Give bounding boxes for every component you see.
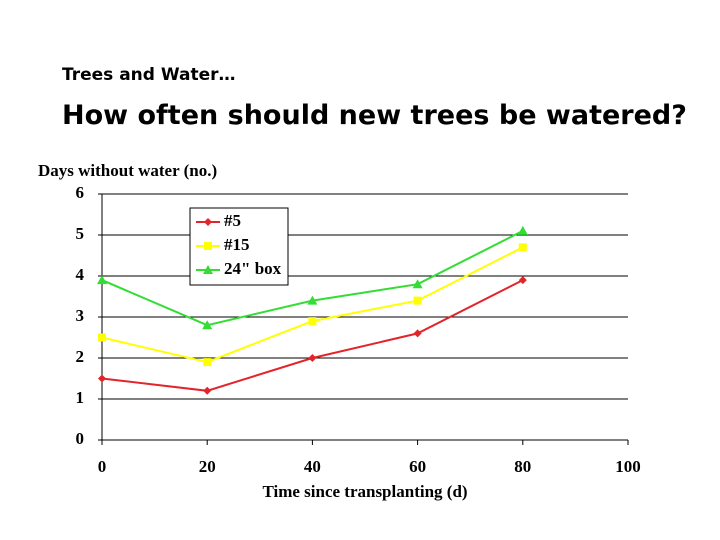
marker: [412, 279, 423, 289]
heading: How often should new trees be watered?: [62, 100, 687, 131]
legend-label: #5: [224, 211, 241, 230]
series-line: [101, 246, 524, 364]
x-tick-label: 0: [98, 457, 107, 476]
legend-label: 24" box: [224, 259, 282, 278]
x-tick-label: 100: [615, 457, 641, 476]
y-tick-label: 4: [76, 265, 85, 284]
marker: [203, 358, 212, 367]
marker: [517, 225, 528, 235]
marker: [98, 374, 106, 383]
y-tick-label: 0: [76, 429, 85, 448]
marker: [203, 265, 213, 274]
x-axis-label: Time since transplanting (d): [262, 482, 467, 501]
y-tick-label: 1: [76, 388, 85, 407]
marker: [518, 276, 527, 285]
marker: [413, 296, 422, 305]
marker: [203, 386, 212, 395]
x-tick-label: 60: [409, 457, 426, 476]
x-tick-label: 20: [199, 457, 216, 476]
y-axis-label: Days without water (no.): [38, 161, 217, 180]
x-tick-label: 40: [304, 457, 321, 476]
marker: [98, 333, 106, 342]
marker: [413, 329, 422, 338]
marker: [204, 242, 212, 250]
marker: [204, 218, 212, 226]
marker: [518, 243, 527, 252]
y-tick-label: 6: [76, 183, 85, 202]
x-tick-label: 80: [514, 457, 531, 476]
kicker: Trees and Water…: [62, 65, 236, 85]
marker: [97, 275, 107, 285]
y-tick-label: 3: [76, 306, 85, 325]
y-tick-label: 5: [76, 224, 85, 243]
marker: [307, 295, 318, 305]
y-tick-label: 2: [76, 347, 85, 366]
marker: [308, 354, 317, 362]
legend-label: #15: [224, 235, 250, 254]
marker: [202, 320, 213, 330]
marker: [308, 317, 317, 326]
